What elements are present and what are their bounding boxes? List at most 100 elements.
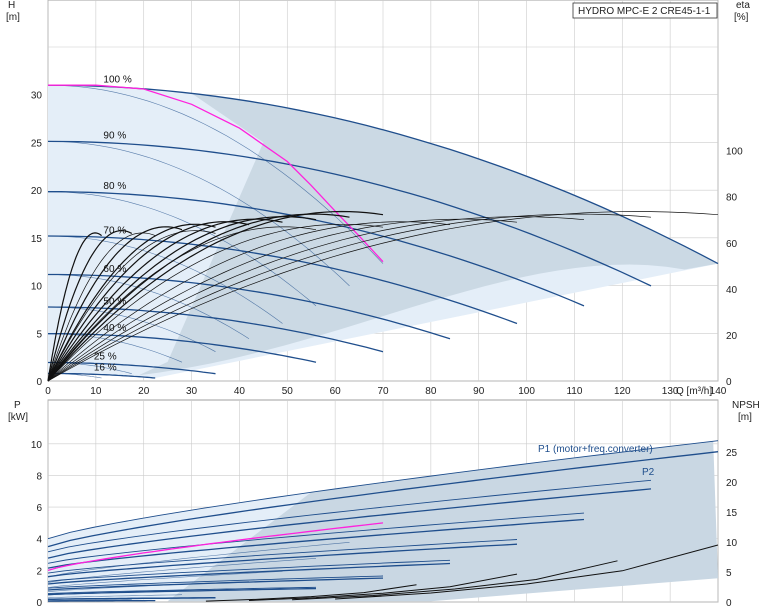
y2-tick-label: 20 — [726, 331, 738, 342]
power-axis-label: P — [14, 400, 21, 411]
y-tick-label: 5 — [36, 329, 42, 340]
p1-series-label: P1 (motor+freq.converter) — [538, 444, 653, 455]
speed-label: 70 % — [103, 225, 126, 236]
y-axis-unit: [m] — [6, 12, 20, 23]
p1-curve — [47, 586, 317, 595]
head-curve-single-pump — [47, 141, 350, 287]
npsh-tick-label: 5 — [726, 568, 732, 579]
chart-title: HYDRO MPC-E 2 CRE45-1-1 — [578, 6, 711, 17]
y-tick-label: 25 — [31, 138, 43, 149]
x-tick-label: 0 — [45, 386, 51, 397]
speed-label: 90 % — [103, 131, 126, 142]
speed-label: 80 % — [103, 181, 126, 192]
y-tick-label: 20 — [31, 186, 43, 197]
speed-label: 40 % — [103, 323, 126, 334]
efficiency-curve-single — [47, 221, 250, 382]
efficiency-curve-single — [47, 218, 283, 382]
npsh-curve — [248, 573, 518, 601]
x-tick-label: 10 — [90, 386, 102, 397]
speed-label: 60 % — [103, 264, 126, 275]
efficiency-curve-single — [47, 223, 216, 382]
npsh-axis-label: NPSH — [732, 400, 760, 411]
single-pump-power-curve — [47, 542, 350, 578]
efficiency-curve-double — [47, 216, 585, 382]
p2-curve — [47, 543, 518, 578]
single-pump-power-curve — [47, 594, 183, 599]
x-tick-label: 50 — [282, 386, 294, 397]
system-curve — [48, 84, 384, 263]
power-tick-label: 8 — [36, 471, 42, 482]
power-axis-unit: [kW] — [8, 412, 28, 423]
efficiency-curve-double — [47, 232, 156, 382]
p1-curve — [47, 512, 585, 564]
x-tick-label: 90 — [473, 386, 485, 397]
x-tick-label: 140 — [710, 386, 727, 397]
title-box — [572, 2, 718, 19]
x-tick-label: 110 — [566, 386, 582, 397]
x-tick-label: 70 — [377, 386, 389, 397]
p2-series-label: P2 — [642, 467, 655, 478]
efficiency-curve-double — [47, 223, 384, 382]
p1-curve — [47, 575, 384, 589]
head-curve — [47, 140, 652, 287]
x-tick-label: 60 — [330, 386, 342, 397]
y2-tick-label: 0 — [726, 377, 732, 388]
p2-curve — [47, 451, 719, 548]
npsh-curve — [205, 584, 417, 602]
power-tick-label: 2 — [36, 566, 42, 577]
power-area-dark — [167, 441, 719, 602]
efficiency-curve-single — [47, 232, 102, 382]
head-curve — [48, 273, 451, 340]
speed-label: 25 % — [94, 351, 117, 362]
speed-label: 16 % — [94, 362, 117, 373]
p2-curve — [47, 562, 451, 585]
y-axis-label: H — [8, 0, 15, 11]
head-curve — [48, 191, 585, 307]
efficiency-curve-single — [47, 210, 384, 382]
x-tick-label: 130 — [662, 386, 679, 397]
npsh-tick-label: 0 — [726, 598, 732, 609]
efficiency-curve-double — [47, 218, 518, 382]
npsh-tick-label: 25 — [726, 448, 738, 459]
npsh-tick-label: 15 — [726, 508, 738, 519]
x-tick-label: 100 — [518, 386, 535, 397]
y2-axis-unit: [%] — [734, 12, 749, 23]
y-tick-label: 0 — [36, 377, 42, 388]
single-pump-power-curve — [47, 571, 283, 588]
x-tick-label: 40 — [234, 386, 246, 397]
head-curve-single-pump — [48, 373, 102, 379]
npsh-curve — [292, 560, 618, 601]
power-tick-label: 10 — [31, 440, 43, 451]
npsh-curve — [335, 544, 719, 600]
head-curve — [48, 372, 156, 379]
head-panel: 0 10 20 30 40 50 60 70 80 90 100 110 120 130 140051015… — [31, 0, 743, 397]
p2-curve — [47, 577, 384, 591]
head-curve-single-pump — [48, 333, 183, 363]
head-curve-single-pump — [47, 84, 384, 264]
p1-curve — [47, 539, 518, 574]
head-curve-single-pump — [47, 191, 317, 307]
x-tick-label: 80 — [425, 386, 437, 397]
efficiency-curve-double — [47, 211, 719, 382]
p1-curve — [47, 440, 719, 540]
efficiency-curve-double — [47, 221, 451, 382]
npsh-tick-label: 10 — [726, 538, 738, 549]
p2-curve — [47, 587, 317, 596]
p2-curve — [47, 597, 216, 601]
best-power-curve — [47, 522, 384, 572]
power-tick-label: 0 — [36, 598, 42, 609]
single-pump-power-curve — [47, 558, 317, 583]
speed-label: 100 % — [103, 74, 131, 85]
efficiency-curve-single — [47, 215, 317, 382]
head-curve — [47, 84, 719, 265]
power-tick-label: 4 — [36, 535, 42, 546]
npsh-tick-label: 20 — [726, 478, 738, 489]
power-panel: 0 2 4 6 8 10 0 5 10 15 20 25 — [31, 399, 738, 609]
y-tick-label: 15 — [31, 234, 43, 245]
head-curve — [47, 306, 384, 353]
y2-tick-label: 100 — [726, 147, 743, 158]
p2-curve — [47, 518, 585, 569]
head-curve — [48, 361, 216, 375]
efficiency-curve-single — [47, 229, 133, 382]
